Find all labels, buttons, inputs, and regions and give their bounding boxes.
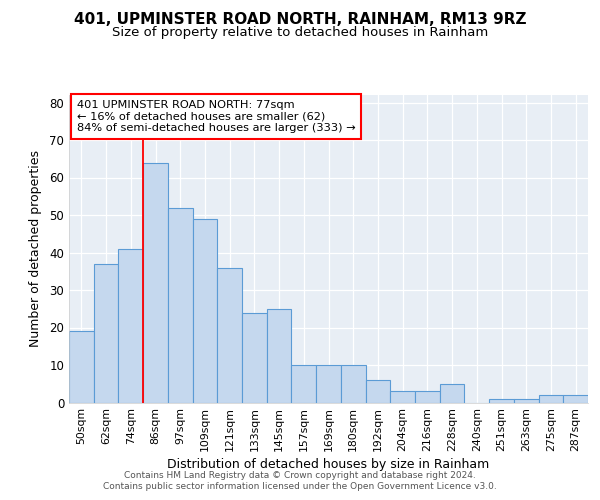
Bar	[539, 395, 563, 402]
Bar	[514, 399, 539, 402]
Bar	[143, 162, 168, 402]
Bar	[267, 308, 292, 402]
Bar	[365, 380, 390, 402]
Bar	[168, 208, 193, 402]
Bar	[217, 268, 242, 402]
Bar	[489, 399, 514, 402]
Bar	[563, 395, 588, 402]
Y-axis label: Number of detached properties: Number of detached properties	[29, 150, 43, 347]
Text: Contains public sector information licensed under the Open Government Licence v3: Contains public sector information licen…	[103, 482, 497, 491]
Bar	[69, 331, 94, 402]
Bar	[390, 391, 415, 402]
Text: Size of property relative to detached houses in Rainham: Size of property relative to detached ho…	[112, 26, 488, 39]
Bar	[242, 312, 267, 402]
Bar	[193, 219, 217, 402]
Bar	[341, 365, 365, 403]
Text: Contains HM Land Registry data © Crown copyright and database right 2024.: Contains HM Land Registry data © Crown c…	[124, 471, 476, 480]
Bar	[415, 391, 440, 402]
X-axis label: Distribution of detached houses by size in Rainham: Distribution of detached houses by size …	[167, 458, 490, 471]
Bar	[440, 384, 464, 402]
Text: 401, UPMINSTER ROAD NORTH, RAINHAM, RM13 9RZ: 401, UPMINSTER ROAD NORTH, RAINHAM, RM13…	[74, 12, 526, 28]
Text: 401 UPMINSTER ROAD NORTH: 77sqm
← 16% of detached houses are smaller (62)
84% of: 401 UPMINSTER ROAD NORTH: 77sqm ← 16% of…	[77, 100, 355, 133]
Bar	[94, 264, 118, 402]
Bar	[292, 365, 316, 403]
Bar	[316, 365, 341, 403]
Bar	[118, 248, 143, 402]
